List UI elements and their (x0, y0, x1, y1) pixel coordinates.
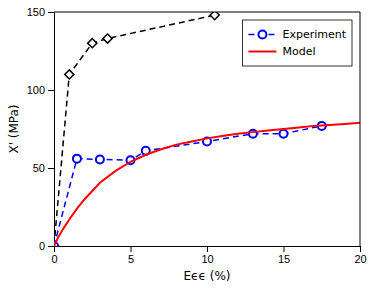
legend-item: Experiment (248, 28, 346, 41)
series-marker (65, 70, 74, 79)
series (54, 122, 326, 246)
series-marker (280, 130, 288, 138)
x-axis-title: Eϵϵ (%) (184, 269, 231, 283)
plot-area (54, 12, 360, 246)
y-tick: 100 (27, 84, 54, 96)
series-line (54, 123, 360, 246)
x-tick: 0 (51, 246, 57, 265)
legend: Experiment Model (242, 20, 352, 66)
series-marker (73, 155, 81, 163)
legend-label: Experiment (282, 28, 346, 41)
x-tick-label: 5 (128, 253, 134, 265)
y-tick-label: 0 (39, 240, 45, 252)
x-tick: 10 (201, 246, 213, 265)
series (54, 123, 360, 246)
series-marker (88, 39, 97, 48)
x-tick-label: 20 (354, 253, 366, 265)
x-axis-line (55, 247, 361, 253)
x-tick-mark (131, 246, 132, 252)
y-tick-mark (48, 12, 54, 13)
y-tick: 150 (27, 6, 54, 18)
y-axis-line (48, 13, 55, 247)
y-axis-title: X' (MPa) (7, 104, 21, 153)
y-tick-label: 50 (33, 162, 45, 174)
x-tick-mark (284, 246, 285, 252)
x-axis: 0 5 10 15 20 (51, 246, 366, 265)
y-tick-label: 150 (27, 6, 45, 18)
y-axis: 0 50 100 150 (27, 6, 55, 252)
x-tick-label: 15 (278, 253, 290, 265)
legend-item: Model (248, 45, 315, 58)
y-tick: 50 (33, 162, 54, 174)
x-tick-label: 0 (51, 253, 57, 265)
y-tick-mark (48, 168, 54, 169)
y-tick-mark (48, 246, 54, 247)
chart: 0 5 10 15 20 0 50 100 150 Eϵϵ (%) X' (MPa) Experime… (0, 0, 374, 288)
x-tick-mark (207, 246, 208, 252)
series-marker (96, 155, 104, 163)
x-tick-label: 10 (201, 253, 213, 265)
plot-frame (360, 12, 361, 246)
plot-frame (54, 12, 360, 13)
legend-box (242, 20, 352, 66)
series-marker (210, 12, 219, 20)
series (54, 12, 219, 246)
y-tick-label: 100 (27, 84, 45, 96)
series-line (54, 15, 215, 246)
x-tick-mark (360, 246, 361, 252)
legend-label: Model (282, 45, 315, 58)
series-line (54, 126, 322, 246)
x-tick: 20 (354, 246, 366, 265)
y-tick-mark (48, 90, 54, 91)
x-tick: 5 (128, 246, 134, 265)
series-marker (103, 34, 112, 43)
x-tick: 15 (278, 246, 290, 265)
legend-marker (258, 31, 266, 39)
y-tick: 0 (39, 240, 54, 252)
legend-swatch (248, 51, 276, 53)
